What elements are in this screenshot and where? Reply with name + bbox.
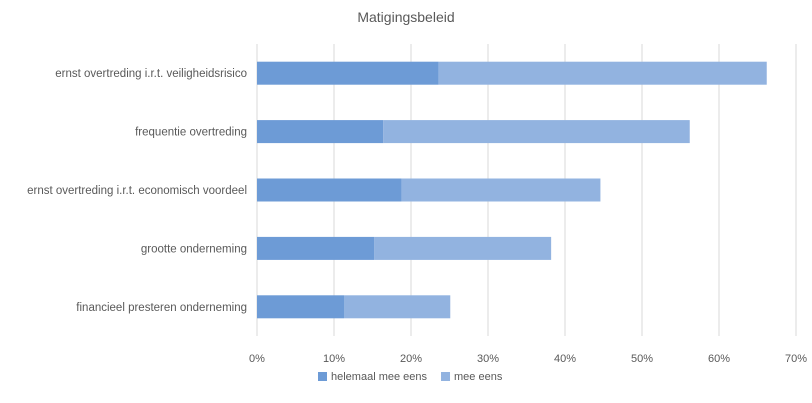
x-tick-label: 0% [249, 353, 265, 365]
bar-segment [257, 236, 375, 260]
bar-segment [257, 295, 345, 319]
bar-segment [438, 61, 767, 85]
x-tick-label: 30% [477, 353, 499, 365]
chart-title: Matigingsbeleid [357, 9, 454, 25]
x-tick-label: 50% [631, 353, 653, 365]
bar-segment [257, 61, 439, 85]
bar-segment [383, 120, 690, 144]
x-tick-label: 60% [708, 353, 730, 365]
legend-label: mee eens [454, 371, 503, 383]
bar-segment [257, 178, 402, 202]
category-label: financieel presteren onderneming [76, 302, 247, 314]
bars [257, 61, 767, 319]
x-tick-label: 40% [554, 353, 576, 365]
x-tick-label: 70% [785, 353, 807, 365]
x-tick-labels: 0% 10% 20% 30% 40% 50% 60% 70% [249, 353, 807, 365]
legend-swatch [318, 372, 327, 381]
category-label: ernst overtreding i.r.t. veiligheidsrisi… [55, 68, 247, 80]
bar-segment [344, 295, 451, 319]
legend: helemaal mee eens mee eens [318, 371, 503, 383]
category-label: ernst overtreding i.r.t. economisch voor… [27, 185, 247, 197]
category-label: frequentie overtreding [135, 127, 247, 139]
legend-label: helemaal mee eens [331, 371, 428, 383]
bar-segment [257, 120, 384, 144]
legend-swatch [441, 372, 451, 381]
bar-segment [401, 178, 601, 202]
x-tick-label: 20% [400, 353, 422, 365]
category-labels: ernst overtreding i.r.t. veiligheidsrisi… [27, 68, 247, 314]
x-tick-label: 10% [323, 353, 345, 365]
bar-segment [374, 236, 552, 260]
category-label: grootte onderneming [141, 243, 247, 255]
